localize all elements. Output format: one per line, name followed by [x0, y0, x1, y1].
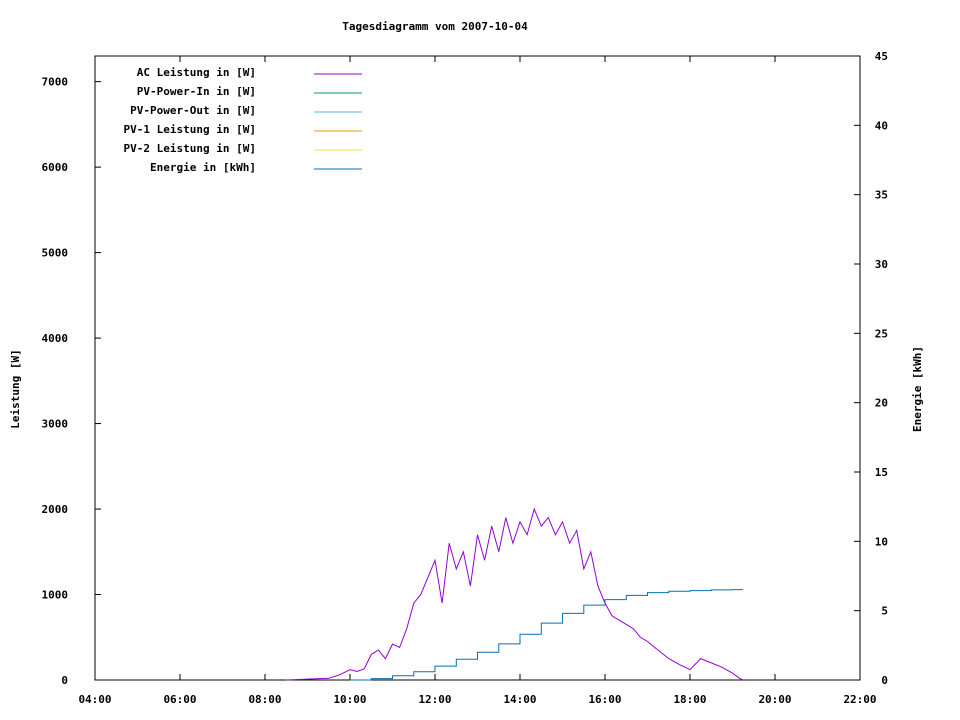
legend-label: PV-2 Leistung in [W]	[124, 142, 256, 155]
y-tick-label: 3000	[42, 418, 69, 431]
series-layer	[286, 507, 744, 681]
x-tick-label: 18:00	[673, 693, 706, 706]
y-tick-label: 0	[61, 674, 68, 687]
legend-label: AC Leistung in [W]	[137, 66, 256, 79]
legend: AC Leistung in [W] PV-Power-In in [W] PV-P…	[124, 66, 362, 174]
y2-tick-label: 20	[875, 397, 888, 410]
x-tick-label: 12:00	[418, 693, 451, 706]
y-tick-label: 6000	[42, 161, 69, 174]
y-tick-label: 1000	[42, 589, 69, 602]
legend-label: PV-Power-In in [W]	[137, 85, 256, 98]
series-line-5	[350, 589, 744, 681]
x-tick-label: 20:00	[758, 693, 791, 706]
y-tick-label: 4000	[42, 332, 69, 345]
y2-tick-label: 10	[875, 535, 888, 548]
chart-title: Tagesdiagramm vom 2007-10-04	[342, 20, 528, 33]
legend-label: PV-Power-Out in [W]	[130, 104, 256, 117]
y2-tick-label: 40	[875, 119, 888, 132]
x-tick-label: 10:00	[333, 693, 366, 706]
y-tick-label: 2000	[42, 503, 69, 516]
y-tick-label: 5000	[42, 247, 69, 260]
legend-label: PV-1 Leistung in [W]	[124, 123, 256, 136]
x-tick-label: 16:00	[588, 693, 621, 706]
x-tick-label: 22:00	[843, 693, 876, 706]
x-tick-label: 08:00	[248, 693, 281, 706]
y2-tick-label: 15	[875, 466, 888, 479]
legend-label: Energie in [kWh]	[150, 161, 256, 174]
y2-tick-label: 45	[875, 50, 888, 63]
y2-tick-label: 35	[875, 189, 888, 202]
y2-tick-label: 0	[881, 674, 888, 687]
x-tick-label: 04:00	[78, 693, 111, 706]
y2-tick-label: 5	[881, 605, 888, 618]
y-axis-label: Leistung [W]	[9, 349, 22, 428]
y2-tick-label: 30	[875, 258, 888, 271]
y2-axis-label: Energie [kWh]	[911, 346, 924, 432]
plot-frame	[94, 55, 861, 681]
y-tick-label: 7000	[42, 76, 69, 89]
y2-tick-label: 25	[875, 327, 888, 340]
series-line-0	[286, 507, 744, 681]
x-tick-label: 06:00	[163, 693, 196, 706]
axis-ticks: 04:00 06:00 08:00 10:00 12:00 14:00 16:00 18:00…	[42, 50, 889, 706]
x-tick-label: 14:00	[503, 693, 536, 706]
